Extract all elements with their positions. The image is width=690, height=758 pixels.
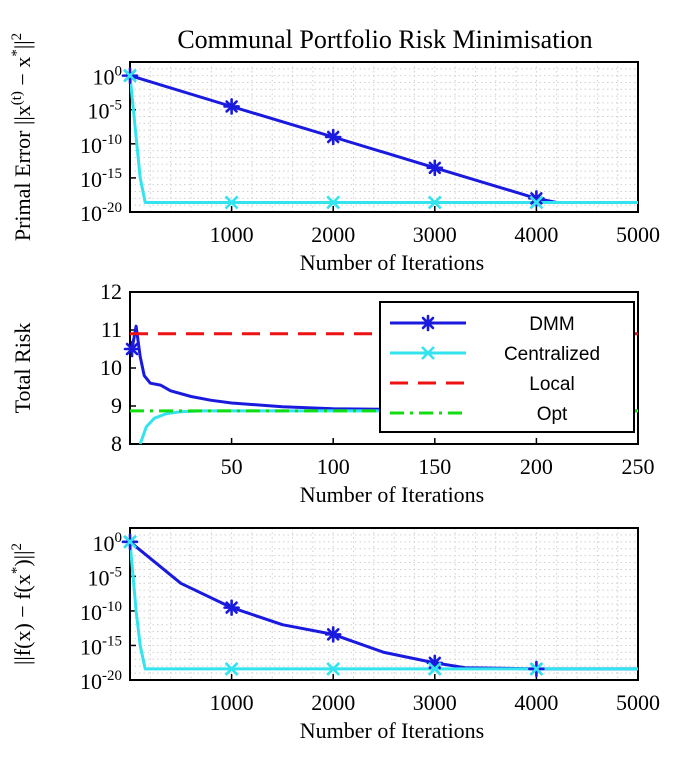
y-tick-label: 10-15: [80, 166, 122, 192]
y-tick-label: 10-20: [80, 668, 122, 694]
series-group: [130, 540, 638, 671]
centralized-marker: [427, 662, 442, 676]
x-tick-label: 4000: [514, 222, 558, 247]
x-axis-label: Number of Iterations: [300, 250, 485, 275]
marker-stroke: [224, 662, 239, 676]
y-tick-label: 12: [100, 279, 122, 304]
marker-stroke: [224, 195, 239, 210]
marker-stroke: [123, 534, 137, 549]
x-axis-label: Number of Iterations: [300, 718, 485, 743]
y-axis-label: Total Risk: [10, 323, 35, 414]
marker-stroke: [529, 195, 544, 210]
y-tick-label: 9: [111, 393, 122, 418]
x-tick-label: 1000: [210, 690, 254, 715]
axes-frame: [129, 527, 639, 681]
x-tick-label: 3000: [413, 690, 457, 715]
legend-marker-dmm: [419, 314, 437, 332]
legend-marker-centralized: [421, 346, 435, 360]
x-tick-label: 5000: [616, 690, 660, 715]
marker-stroke: [225, 601, 238, 614]
y-tick-label: 100: [93, 530, 123, 556]
centralized-marker: [326, 195, 341, 210]
y-tick-label: 10: [100, 355, 122, 380]
legend-label-opt: Opt: [537, 404, 568, 425]
y-tick-label: 10-10: [80, 599, 122, 625]
centralized-marker: [224, 662, 239, 676]
x-tick-label: 5000: [616, 222, 660, 247]
x-tick-label: 200: [520, 454, 553, 479]
centralized-marker: [529, 662, 544, 676]
centralized-marker: [123, 534, 137, 549]
x-tick-label: 250: [622, 454, 655, 479]
x-tick-label: 2000: [311, 222, 355, 247]
x-tick-label: 3000: [413, 222, 457, 247]
dmm-marker: [223, 599, 240, 616]
legend-label-centralized: Centralized: [504, 344, 600, 365]
y-tick-label: 10-10: [80, 132, 122, 158]
marker-stroke: [530, 192, 543, 205]
legend: DMM Centralized Local Opt: [379, 301, 635, 433]
y-tick-label: 11: [101, 317, 122, 342]
series-line-centralized: [130, 541, 638, 671]
x-tick-label: 100: [317, 454, 350, 479]
dmm-marker: [324, 128, 342, 146]
centralized-marker: [427, 195, 442, 210]
marker-stroke: [427, 195, 442, 210]
marker-stroke: [428, 161, 442, 175]
y-tick-label: 8: [111, 431, 122, 456]
marker-stroke: [326, 130, 340, 144]
dmm-marker: [123, 340, 141, 358]
y-tick-label: 10-5: [88, 98, 123, 124]
centralized-marker: [529, 195, 544, 210]
y-tick-label: 100: [93, 64, 123, 90]
x-axis-label: Number of Iterations: [300, 482, 485, 507]
x-tick-label: 2000: [311, 690, 355, 715]
legend-label-dmm: DMM: [529, 314, 574, 335]
grid: [130, 527, 638, 681]
marker-stroke: [326, 628, 340, 641]
dmm-marker: [426, 159, 444, 177]
marker-stroke: [125, 342, 139, 356]
y-tick-label: 10-20: [80, 200, 122, 226]
axes-frame: [129, 61, 639, 213]
marker-stroke: [326, 662, 341, 676]
objective-error-chart: 1000 2000 3000 4000 5000 100 10-5 10-10 10-15 10-…: [9, 527, 660, 743]
grid: [130, 61, 638, 213]
dmm-marker: [223, 98, 240, 115]
x-tick-label: 50: [221, 454, 243, 479]
y-axis-label: Primal Error ||x(t) − x*||2: [9, 33, 35, 241]
marker-stroke: [427, 662, 442, 676]
series-group: [130, 74, 638, 204]
centralized-marker: [326, 662, 341, 676]
marker-stroke: [421, 346, 435, 360]
series-line-dmm: [130, 74, 638, 204]
figure-title: Communal Portfolio Risk Minimisation: [177, 25, 592, 54]
marker-stroke: [421, 316, 435, 330]
dmm-marker: [324, 626, 342, 643]
series-line-centralized: [130, 75, 638, 204]
x-tick-label: 4000: [514, 690, 558, 715]
total-risk-chart: 50 100 150 200 250 8 9 10 11 12 Number of Iteratio…: [10, 279, 655, 507]
legend-label-local: Local: [529, 374, 574, 395]
x-tick-label: 150: [418, 454, 451, 479]
marker-stroke: [123, 68, 137, 83]
marker-stroke: [225, 100, 238, 113]
marker-stroke: [529, 662, 544, 676]
y-tick-label: 10-5: [88, 564, 123, 590]
marker-stroke: [326, 195, 341, 210]
series-line-dmm: [130, 540, 638, 671]
y-axis-label: ||f(x) − f(x*)||2: [9, 543, 35, 665]
x-tick-label: 1000: [210, 222, 254, 247]
y-tick-label: 10-15: [80, 633, 122, 659]
centralized-marker: [123, 68, 137, 83]
centralized-marker: [224, 195, 239, 210]
primal-error-chart: 1000 2000 3000 4000 5000 100 10-5 10-10 10-15 10-…: [9, 33, 660, 275]
